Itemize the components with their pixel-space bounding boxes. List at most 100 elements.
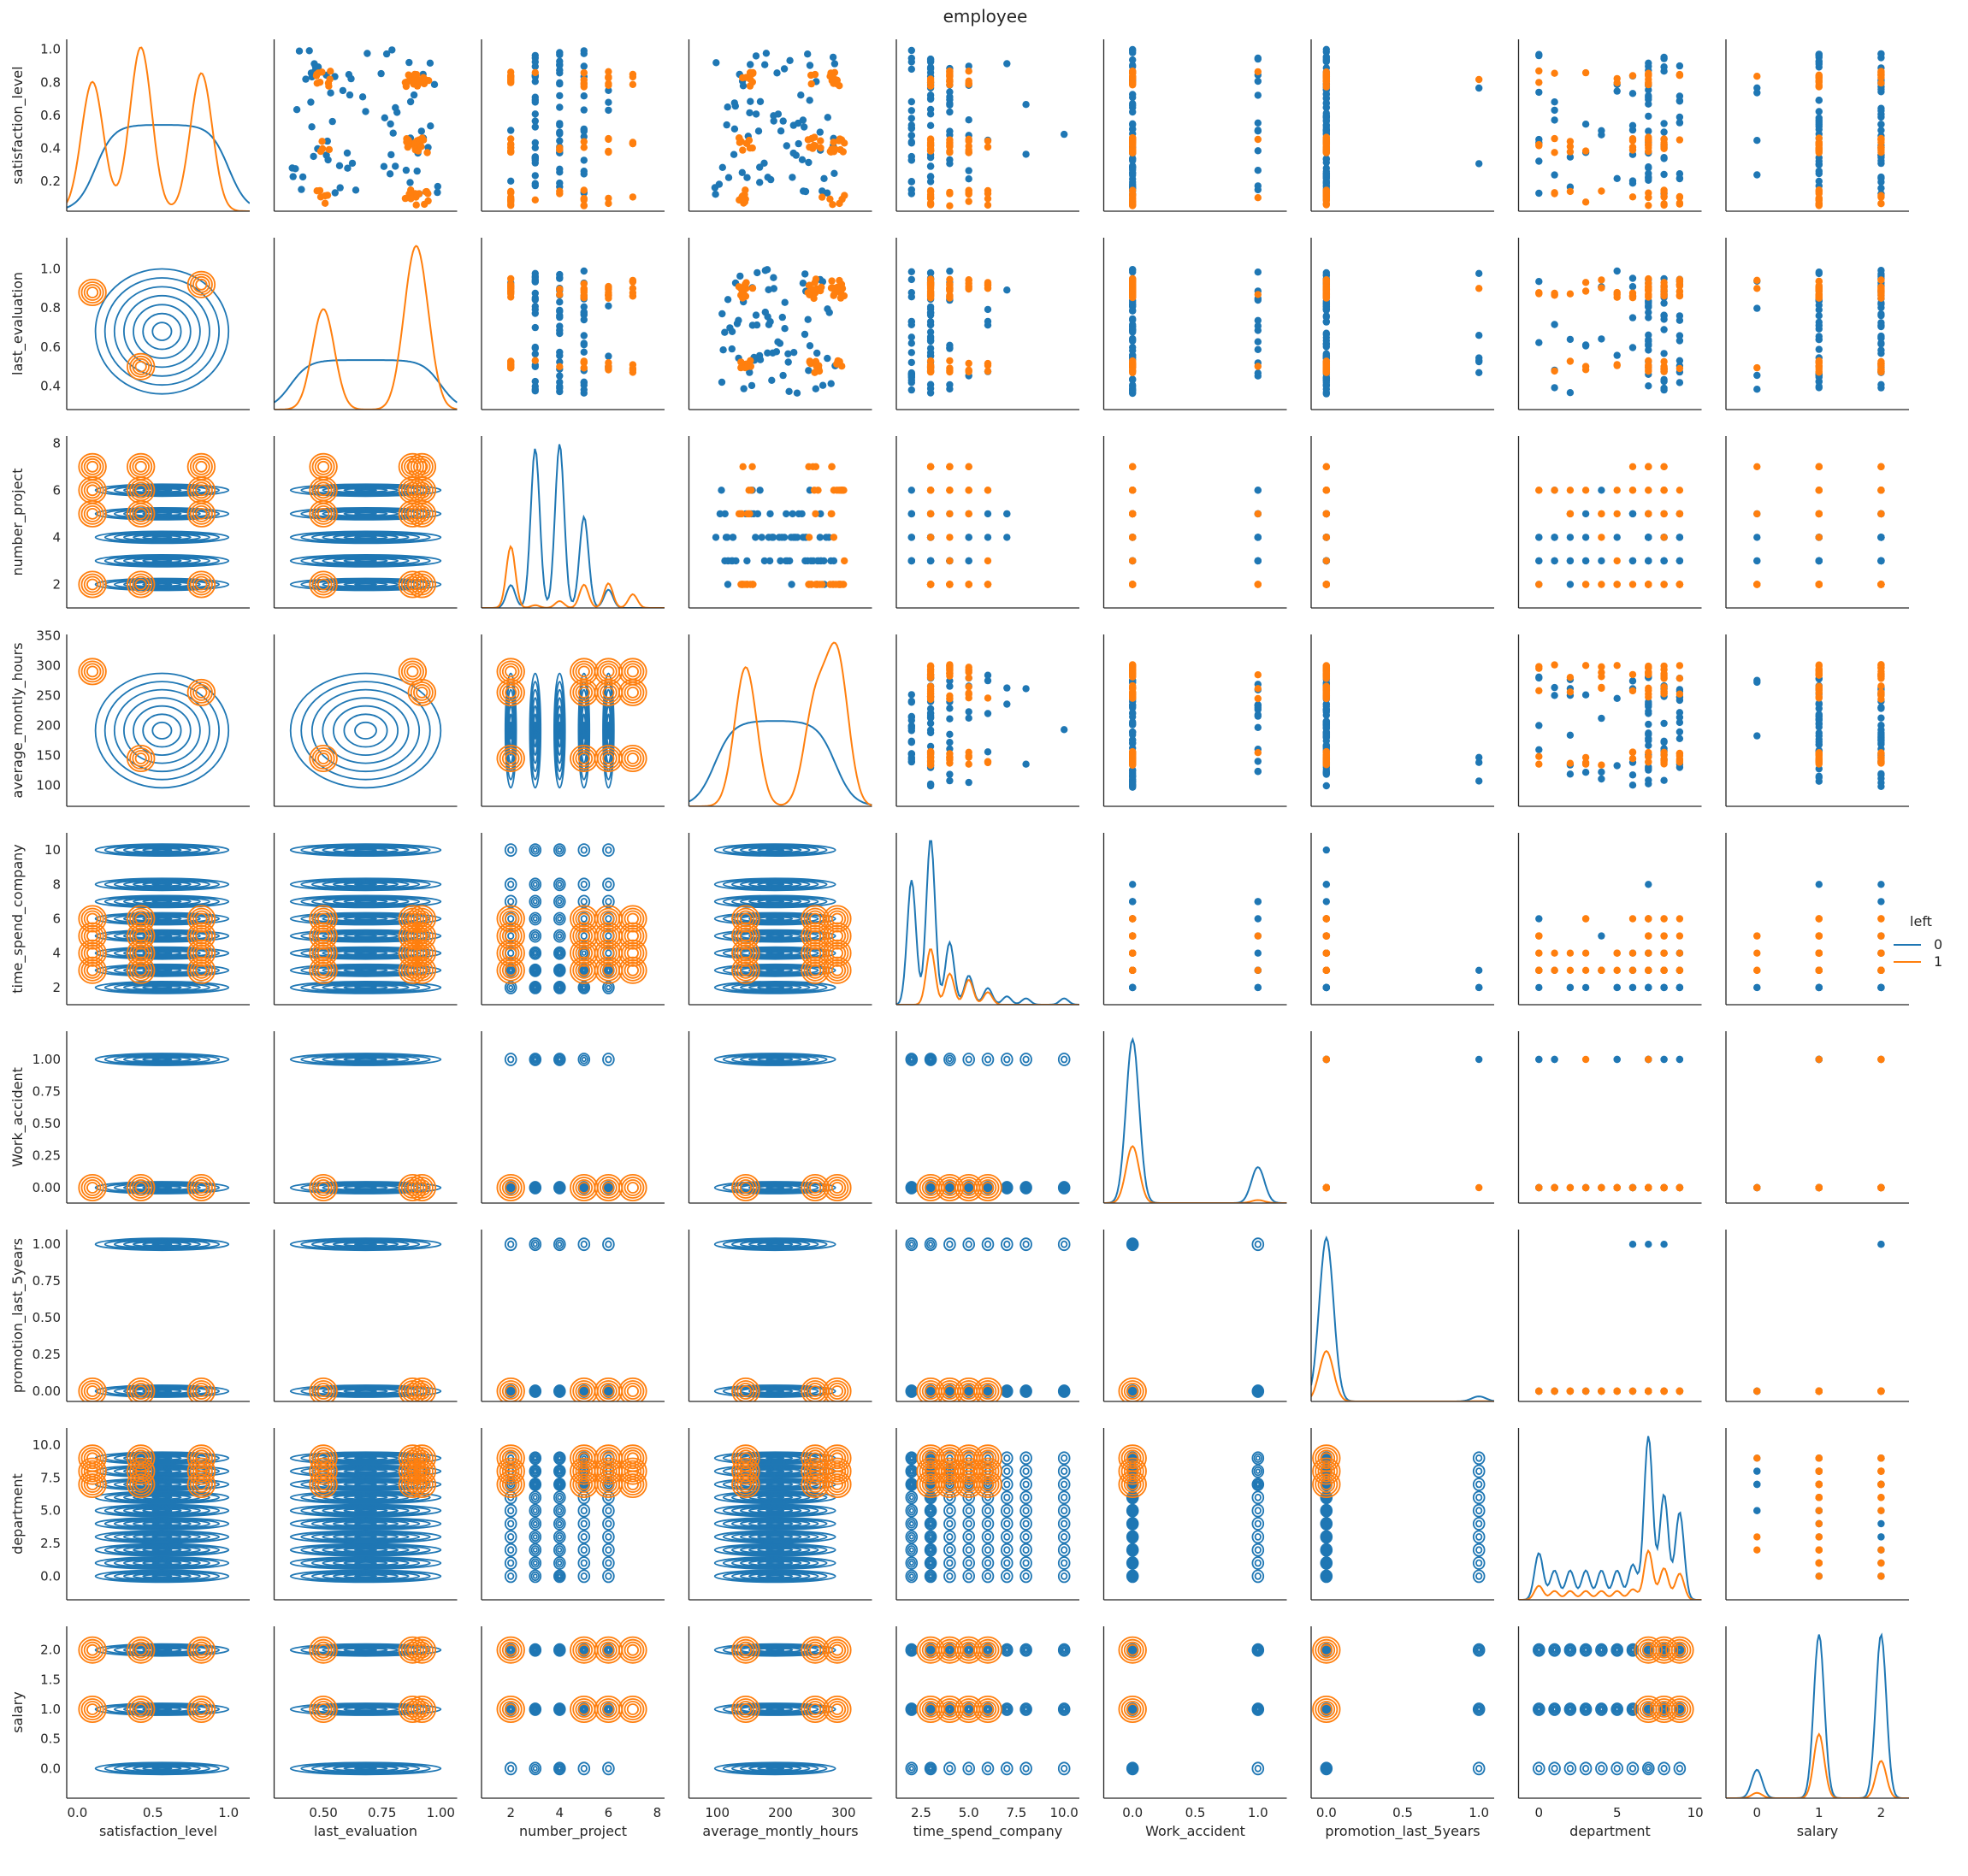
kde-contour-left-0 (343, 713, 388, 748)
scatter-point (965, 80, 972, 87)
scatter-point (1613, 487, 1621, 494)
scatter-point (907, 376, 916, 384)
scatter-point (724, 534, 731, 541)
kde-contour-left-1 (309, 939, 338, 967)
kde-contour-left-1 (505, 687, 517, 699)
kde-contour-left-0 (722, 844, 828, 856)
scatter-point (556, 270, 564, 279)
kde-contour-left-0 (322, 897, 410, 906)
scatter-point (736, 272, 744, 280)
scatter-point (1322, 881, 1331, 888)
scatter-point (984, 694, 992, 702)
scatter-point (1675, 278, 1684, 286)
scatter-point (1581, 534, 1590, 541)
scatter-point (907, 293, 916, 301)
scatter-point (946, 149, 954, 156)
scatter-point (1645, 193, 1652, 201)
kde-contour-left-0 (151, 986, 173, 989)
scatter-point (779, 117, 787, 125)
scatter-point (1322, 581, 1331, 588)
kde-contour-left-1 (189, 273, 213, 296)
panel-satisfaction_level-vs-average_montly_hours (688, 39, 872, 212)
scatter-point (926, 292, 935, 300)
kde-contour-left-0 (310, 982, 421, 993)
scatter-point (556, 103, 564, 111)
scatter-point (1322, 723, 1331, 732)
scatter-point (1815, 755, 1823, 764)
kde-contour-left-0 (354, 721, 377, 740)
scatter-point (1877, 705, 1885, 712)
kde-contour-left-0 (577, 877, 591, 892)
kde-contour-left-1 (801, 922, 830, 950)
scatter-point (907, 557, 916, 565)
scatter-point (1598, 557, 1605, 565)
scatter-point (965, 510, 972, 518)
kde-contour-left-1 (626, 665, 640, 678)
kde-contour-left-0 (289, 530, 442, 545)
kde-contour-left-1 (134, 484, 147, 497)
scatter-point (1753, 557, 1761, 565)
scatter-point (766, 318, 774, 326)
kde-contour-left-1 (626, 947, 640, 959)
kde-contour-left-0 (133, 966, 192, 974)
kde-contour-left-0 (300, 878, 431, 891)
kde-contour-left-0 (289, 877, 442, 892)
kde-contour-left-1 (416, 508, 428, 520)
kde-contour-left-0 (113, 286, 210, 377)
scatter-point (556, 137, 564, 145)
scatter-point (1675, 71, 1684, 80)
kde-contour-left-0 (507, 846, 515, 854)
scatter-point (1129, 100, 1137, 108)
scatter-point (1660, 534, 1668, 541)
scatter-point (1581, 363, 1590, 370)
scatter-point (1598, 684, 1605, 693)
scatter-point (752, 311, 760, 319)
scatter-point (907, 712, 916, 721)
scatter-point (828, 510, 836, 518)
kde-contour-left-0 (133, 898, 192, 906)
kde-contour-left-0 (713, 946, 836, 960)
kde-contour-left-1 (398, 452, 428, 481)
scatter-point (926, 121, 935, 129)
scatter-point (840, 292, 848, 300)
scatter-point (1660, 581, 1668, 588)
kde-contour-left-1 (83, 910, 102, 928)
scatter-point (806, 143, 813, 151)
scatter-point (1675, 675, 1684, 682)
kde-contour-left-1 (78, 658, 107, 686)
scatter-point (748, 381, 756, 390)
kde-contour-left-1 (192, 457, 210, 475)
kde-contour-left-1 (618, 905, 647, 933)
kde-contour-left-0 (322, 533, 410, 542)
scatter-point (346, 91, 354, 99)
scatter-point (746, 369, 754, 376)
scatter-point (1660, 326, 1668, 333)
scatter-point (1628, 557, 1637, 565)
kde-contour-left-0 (532, 933, 538, 939)
scatter-point (358, 93, 367, 101)
scatter-point (1628, 274, 1637, 282)
kde-contour-left-1 (739, 947, 753, 959)
scatter-point (605, 352, 612, 360)
kde-contour-left-1 (801, 956, 830, 984)
kde-contour-left-0 (757, 882, 794, 888)
kde-contour-left-0 (529, 963, 542, 977)
scatter-point (1129, 463, 1137, 470)
kde-contour-left-1 (734, 907, 758, 930)
scatter-point (1061, 130, 1068, 139)
scatter-point (1675, 709, 1684, 717)
kde-contour-left-1 (134, 947, 147, 959)
plot-area (1322, 846, 1483, 992)
scatter-point (1254, 316, 1262, 324)
scatter-point (1675, 337, 1684, 345)
scatter-point (716, 510, 724, 518)
scatter-point (965, 708, 972, 716)
scatter-point (926, 303, 935, 311)
kde-contour-left-1 (134, 460, 147, 473)
scatter-point (946, 557, 954, 565)
panel-time_spend_company-vs-time_spend_company (895, 833, 1079, 1006)
kde-contour-left-0 (103, 277, 220, 386)
scatter-point (531, 123, 539, 131)
scatter-point (1129, 56, 1137, 64)
kde-contour-left-0 (557, 899, 563, 905)
